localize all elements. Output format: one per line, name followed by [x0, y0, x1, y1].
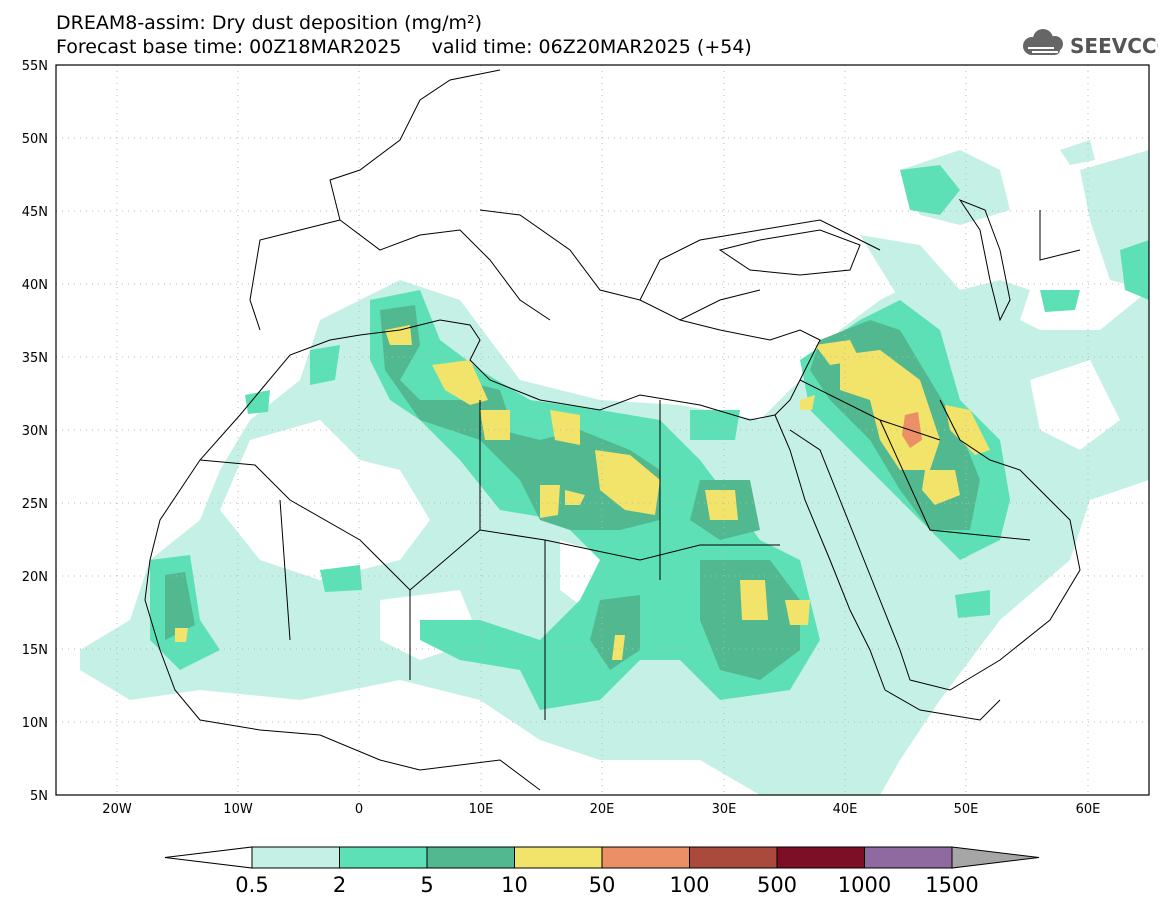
lat-tick: 25N: [22, 497, 48, 512]
cloud-logo-icon: SEEVCCC: [1023, 29, 1165, 58]
lat-tick: 15N: [22, 643, 48, 658]
map-title: DREAM8-assim: Dry dust deposition (mg/m²…: [56, 12, 483, 34]
logo-text: SEEVCCC: [1070, 34, 1158, 58]
legend-label: 500: [757, 873, 797, 897]
lat-tick: 20N: [22, 570, 48, 585]
legend-swatch: [864, 846, 953, 869]
legend-label: 2: [333, 873, 346, 897]
legend-label: 5: [420, 873, 433, 897]
lon-tick: 20W: [102, 802, 132, 817]
legend-arrow-low: [164, 846, 253, 869]
map-grid: [56, 65, 1149, 795]
legend-label: 1500: [925, 873, 978, 897]
legend-label: 50: [589, 873, 616, 897]
lon-tick: 20E: [590, 802, 615, 817]
lat-tick: 55N: [22, 59, 48, 74]
seevccc-logo: SEEVCCC: [1018, 26, 1165, 60]
legend-swatch: [251, 846, 340, 869]
legend-arrow-high: [951, 846, 1040, 869]
lat-tick: 30N: [22, 424, 48, 439]
lat-tick: 10N: [22, 716, 48, 731]
legend-swatch: [514, 846, 603, 869]
lat-tick: 50N: [22, 132, 48, 147]
lon-tick: 30E: [712, 802, 737, 817]
lon-tick-labels: 20W 10W 0 10E 20E 30E 40E 50E 60E: [102, 802, 1100, 817]
lon-tick: 10E: [469, 802, 494, 817]
lat-tick: 35N: [22, 351, 48, 366]
lon-tick: 50E: [954, 802, 979, 817]
dust-field: [80, 140, 1149, 795]
legend-label: 100: [669, 873, 709, 897]
coastlines: [144, 69, 1081, 791]
legend-swatch: [689, 846, 778, 869]
legend-label: 10: [501, 873, 528, 897]
lon-tick: 40E: [833, 802, 858, 817]
map-frame: [55, 64, 1150, 796]
lon-tick: 0: [355, 802, 363, 817]
forecast-times: Forecast base time: 00Z18MAR2025 valid t…: [56, 36, 752, 58]
legend-swatch: [776, 846, 865, 869]
legend-swatch: [426, 846, 515, 869]
legend-swatch: [601, 846, 690, 869]
lon-tick: 60E: [1076, 802, 1101, 817]
lat-tick-labels: 55N 50N 45N 40N 35N 30N 25N 20N 15N 10N …: [22, 59, 48, 804]
legend-label: 1000: [838, 873, 891, 897]
lat-tick: 5N: [30, 789, 48, 804]
lat-tick: 40N: [22, 278, 48, 293]
legend-label: 0.5: [235, 873, 268, 897]
lon-tick: 10W: [223, 802, 253, 817]
legend-swatch: [339, 846, 428, 869]
lat-tick: 45N: [22, 205, 48, 220]
